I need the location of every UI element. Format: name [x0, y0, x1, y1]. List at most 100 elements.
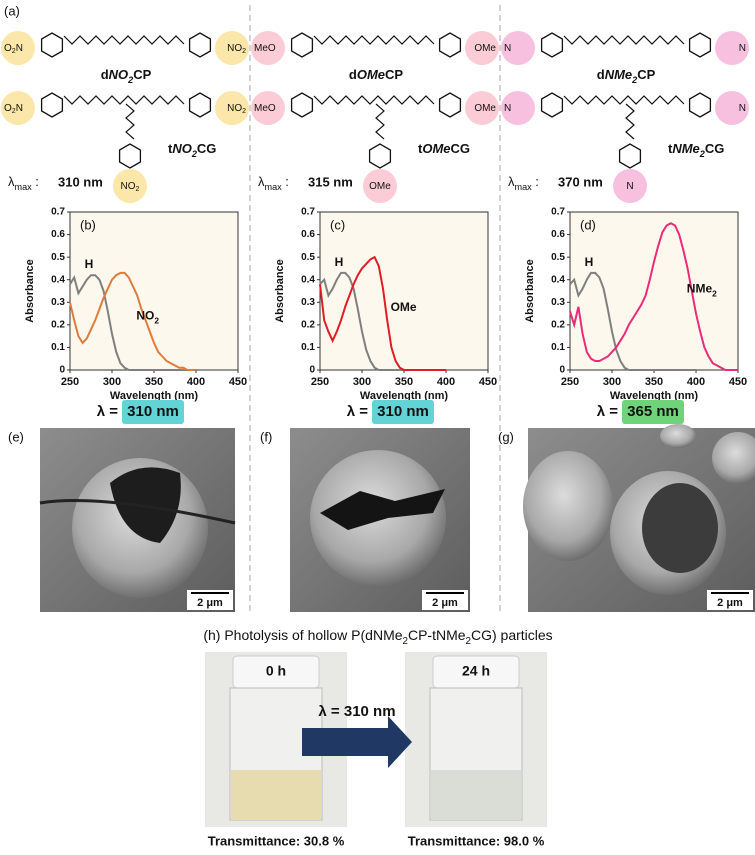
x-tick-label: 300 [353, 376, 371, 388]
y-tick-label: 0.5 [551, 252, 565, 263]
substituent: MeO [254, 103, 276, 114]
highlight-glow [465, 31, 499, 65]
lambda-eq: λ = [97, 403, 119, 420]
benzene-ring [290, 32, 314, 58]
benzene-ring [368, 143, 392, 169]
highlight-glow [465, 91, 499, 125]
substituent: NO2 [121, 181, 140, 194]
y-tick-label: 0.7 [301, 207, 315, 218]
y-tick-label: 0.3 [301, 297, 315, 308]
x-tick-label: 350 [645, 376, 663, 388]
series-label: H [335, 255, 344, 269]
sem-particle [523, 451, 613, 561]
benzene-ring [118, 143, 142, 169]
ester-chain [375, 103, 385, 140]
ester-chain [313, 35, 435, 45]
x-tick-label: 450 [479, 376, 497, 388]
y-tick-label: 0.6 [301, 229, 315, 240]
highlight-glow [613, 169, 647, 203]
substituent: N [504, 103, 511, 114]
y-tick-label: 0.5 [51, 252, 65, 263]
benzene-ring [540, 92, 564, 118]
x-tick-label: 250 [311, 376, 329, 388]
scale-bar-bg [422, 590, 468, 610]
series-label: NMe2 [687, 281, 717, 298]
benzene-ring [188, 32, 212, 58]
x-tick-label: 300 [103, 376, 121, 388]
benzene-ring [438, 32, 462, 58]
x-tick-label: 350 [145, 376, 163, 388]
highlight-glow [501, 91, 535, 125]
ester-chain [63, 95, 185, 105]
y-tick-label: 0.3 [51, 297, 65, 308]
wavelength: 365 nm [627, 403, 679, 420]
y-tick-label: 0.1 [301, 342, 315, 353]
series-label: H [85, 257, 94, 271]
substituent: N [739, 43, 746, 54]
lambda-eq: λ = [597, 403, 619, 420]
lambda-eq: λ = [347, 403, 369, 420]
x-tick-label: 350 [395, 376, 413, 388]
wavelength-highlight [122, 400, 184, 424]
panel-label: (e) [8, 429, 24, 444]
y-tick-label: 0.4 [301, 274, 315, 285]
highlight-glow [715, 91, 749, 125]
scale-bar-bg [707, 590, 753, 610]
series-label: OMe [391, 300, 417, 314]
arrow [302, 716, 412, 768]
x-axis-label: Wavelength (nm) [610, 390, 699, 402]
series-label: H [585, 255, 594, 269]
substituent: O2N [4, 103, 23, 116]
vial-liquid [431, 770, 521, 820]
x-tick-label: 450 [229, 376, 247, 388]
scale-bar-bg [187, 590, 233, 610]
y-tick-label: 0.2 [51, 319, 65, 330]
y-axis-label: Absorbance [24, 259, 36, 323]
sem-crack [320, 489, 445, 530]
panel-label-bg [2, 428, 36, 448]
benzene-ring [40, 32, 64, 58]
lambda-max-label: λmax : [258, 174, 289, 192]
scale-label: 2 μm [197, 597, 223, 609]
plot-area [319, 211, 489, 371]
scale-label: 2 μm [717, 597, 743, 609]
y-axis-label: Absorbance [524, 259, 536, 323]
x-tick-label: 300 [603, 376, 621, 388]
x-tick-label: 400 [687, 376, 705, 388]
sem-cavity [642, 483, 718, 573]
y-tick-label: 0.1 [551, 342, 565, 353]
y-axis-label: Absorbance [274, 259, 286, 323]
ester-chain [313, 95, 435, 105]
benzene-ring [688, 32, 712, 58]
y-tick-label: 0 [559, 365, 565, 376]
wavelength: 310 nm [127, 403, 179, 420]
y-tick-label: 0.4 [551, 274, 565, 285]
substituent: N [504, 43, 511, 54]
lambda-max-label: λmax : [8, 174, 39, 192]
ester-chain [625, 103, 635, 140]
substituent: OMe [474, 43, 496, 54]
x-tick-label: 250 [61, 376, 79, 388]
substituent: N [626, 181, 633, 192]
sem-crack [39, 499, 236, 525]
arrow-label: λ = 310 nm [318, 703, 395, 720]
y-tick-label: 0.7 [551, 207, 565, 218]
y-tick-label: 0 [309, 365, 315, 376]
compound-name: tNO2CG [168, 141, 216, 159]
highlight-glow [215, 31, 249, 65]
spectrum-line [69, 271, 196, 371]
panel-label: (f) [260, 429, 272, 444]
spectrum-line [569, 222, 738, 371]
highlight-glow [1, 31, 35, 65]
y-tick-label: 0.2 [301, 319, 315, 330]
compound-name: tNMe2CG [668, 141, 724, 159]
transmittance: Transmittance: 98.0 % [408, 833, 545, 848]
transmittance: Transmittance: 30.8 % [208, 833, 345, 848]
highlight-glow [1, 91, 35, 125]
panel-title: (h) Photolysis of hollow P(dNMe2CP-tNMe2… [203, 627, 552, 647]
substituent: NO2 [227, 103, 246, 116]
benzene-ring [688, 92, 712, 118]
benzene-ring [438, 92, 462, 118]
benzene-ring [40, 92, 64, 118]
